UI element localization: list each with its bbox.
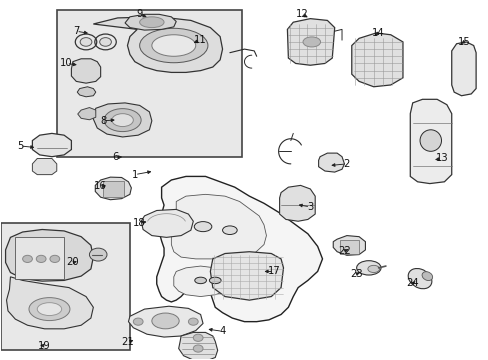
Ellipse shape — [152, 313, 179, 329]
Text: 9: 9 — [136, 9, 142, 19]
Bar — [57, 10, 242, 157]
Polygon shape — [32, 158, 57, 175]
Ellipse shape — [421, 272, 432, 280]
Polygon shape — [78, 108, 96, 120]
Ellipse shape — [367, 265, 379, 273]
Polygon shape — [279, 185, 315, 221]
Ellipse shape — [37, 303, 61, 316]
Polygon shape — [6, 277, 93, 329]
Polygon shape — [210, 252, 283, 300]
Text: 21: 21 — [121, 337, 134, 347]
Text: 20: 20 — [66, 257, 79, 267]
Polygon shape — [95, 177, 131, 200]
Text: 23: 23 — [349, 269, 362, 279]
Polygon shape — [451, 42, 475, 96]
Polygon shape — [178, 332, 217, 360]
Ellipse shape — [133, 318, 143, 325]
Ellipse shape — [80, 38, 92, 46]
Polygon shape — [5, 229, 93, 281]
Text: 15: 15 — [457, 37, 469, 47]
Bar — [0, 223, 130, 350]
Polygon shape — [351, 33, 402, 87]
Bar — [15, 237, 64, 279]
Text: 8: 8 — [100, 116, 106, 126]
Ellipse shape — [36, 255, 46, 262]
Text: 10: 10 — [60, 58, 73, 68]
Ellipse shape — [193, 334, 203, 341]
Text: 2: 2 — [343, 159, 349, 169]
Polygon shape — [141, 210, 193, 237]
Polygon shape — [409, 99, 451, 184]
Ellipse shape — [222, 226, 237, 234]
Text: 24: 24 — [406, 278, 418, 288]
Ellipse shape — [104, 109, 141, 132]
Ellipse shape — [407, 269, 431, 289]
Ellipse shape — [22, 255, 32, 262]
Text: 1: 1 — [131, 170, 138, 180]
Ellipse shape — [303, 37, 320, 47]
Ellipse shape — [50, 255, 60, 262]
Polygon shape — [71, 59, 101, 83]
Text: 5: 5 — [17, 141, 23, 151]
Polygon shape — [287, 19, 334, 65]
Ellipse shape — [29, 298, 70, 320]
Ellipse shape — [194, 222, 211, 231]
Text: 17: 17 — [267, 266, 280, 276]
Ellipse shape — [89, 248, 107, 261]
Text: 7: 7 — [73, 26, 79, 36]
Polygon shape — [125, 14, 176, 30]
Text: 14: 14 — [371, 28, 384, 38]
Ellipse shape — [112, 114, 133, 127]
Bar — [103, 181, 123, 197]
Ellipse shape — [152, 35, 195, 56]
Ellipse shape — [100, 38, 111, 46]
Ellipse shape — [356, 261, 380, 275]
Ellipse shape — [209, 277, 221, 284]
Polygon shape — [171, 194, 266, 259]
Polygon shape — [93, 103, 152, 137]
Bar — [339, 240, 358, 253]
Ellipse shape — [193, 345, 203, 352]
Ellipse shape — [140, 28, 207, 63]
Polygon shape — [32, 134, 71, 157]
Text: 12: 12 — [295, 9, 308, 19]
Polygon shape — [93, 17, 222, 72]
Polygon shape — [77, 87, 96, 97]
Ellipse shape — [140, 17, 163, 28]
Text: 3: 3 — [306, 202, 313, 212]
Text: 4: 4 — [219, 326, 225, 336]
Text: 18: 18 — [133, 218, 146, 228]
Text: 13: 13 — [435, 153, 447, 163]
Polygon shape — [332, 235, 365, 255]
Text: 6: 6 — [112, 152, 118, 162]
Text: 16: 16 — [94, 181, 107, 192]
Ellipse shape — [419, 130, 441, 151]
Ellipse shape — [188, 318, 198, 325]
Text: 22: 22 — [337, 246, 350, 256]
Text: 19: 19 — [38, 341, 51, 351]
Polygon shape — [128, 306, 203, 337]
Polygon shape — [318, 153, 344, 172]
Polygon shape — [157, 176, 322, 321]
Polygon shape — [173, 266, 229, 297]
Ellipse shape — [194, 277, 206, 284]
Text: 11: 11 — [194, 35, 206, 45]
